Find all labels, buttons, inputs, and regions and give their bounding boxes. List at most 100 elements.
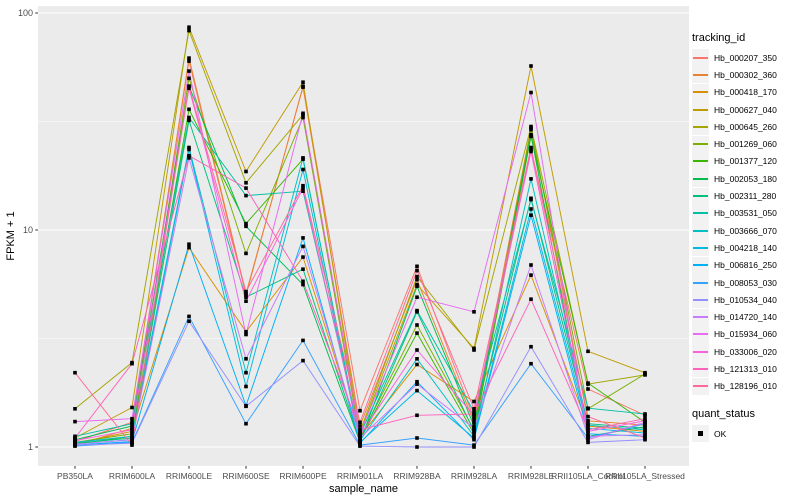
data-point	[415, 277, 419, 282]
data-point	[472, 424, 476, 428]
data-point	[586, 432, 590, 436]
data-point	[130, 437, 134, 442]
data-point	[358, 436, 362, 440]
legend-label: Hb_000645_260	[714, 121, 777, 132]
data-point	[643, 372, 647, 376]
legend-label: Hb_128196_010	[714, 381, 777, 392]
series-line-key-icon	[692, 66, 709, 84]
x-tick-label: RRIM928LE	[508, 471, 555, 481]
data-point	[529, 273, 533, 277]
data-point	[187, 245, 191, 250]
data-point	[244, 404, 248, 409]
data-point	[472, 399, 476, 404]
data-point	[73, 436, 77, 440]
legend-item: Hb_001377_120	[692, 152, 800, 170]
data-point	[586, 387, 590, 391]
series-line-key-icon	[692, 135, 709, 153]
plot-panel	[38, 6, 689, 466]
data-point	[301, 111, 305, 116]
data-point	[73, 407, 77, 411]
data-point	[301, 255, 305, 259]
data-point	[301, 236, 305, 240]
data-point	[586, 428, 590, 432]
legend-item: Hb_003531_050	[692, 204, 800, 222]
data-point	[301, 244, 305, 249]
data-point	[187, 76, 191, 81]
data-point	[415, 413, 419, 418]
data-point	[529, 132, 533, 137]
data-point	[301, 189, 305, 193]
data-point	[415, 274, 419, 279]
data-point	[130, 416, 134, 421]
data-point	[301, 279, 305, 284]
data-point	[301, 80, 305, 84]
data-point	[472, 420, 476, 425]
data-point	[415, 264, 419, 269]
data-point	[73, 442, 77, 446]
series-line-key-icon	[692, 377, 709, 395]
data-point	[472, 416, 476, 421]
data-point	[529, 90, 533, 95]
data-point	[187, 118, 191, 123]
legend-item: Hb_014720_140	[692, 308, 800, 326]
data-point	[187, 69, 191, 73]
data-point	[301, 358, 305, 363]
data-point	[415, 362, 419, 367]
data-point	[415, 382, 419, 386]
legend-item: Hb_002053_180	[692, 170, 800, 188]
data-point	[244, 251, 248, 256]
legend-label: Hb_008053_030	[714, 277, 777, 288]
data-point	[358, 424, 362, 428]
legend-item: Hb_006816_250	[692, 256, 800, 274]
data-point	[244, 186, 248, 190]
data-point	[244, 357, 248, 361]
data-point	[301, 115, 305, 120]
legend-label: Hb_121313_010	[714, 363, 777, 374]
data-point	[187, 107, 191, 112]
series-line-key-icon	[692, 239, 709, 257]
x-tick-label: RRIM600SE	[222, 471, 270, 481]
series-line-key-icon	[692, 118, 709, 136]
data-point	[73, 438, 77, 443]
y-axis-title: FPKM + 1	[5, 211, 17, 261]
data-point	[73, 370, 77, 375]
x-tick-label: RRIM928BA	[393, 471, 441, 481]
data-point	[187, 56, 191, 60]
series-line-key-icon	[692, 308, 709, 326]
legend-label: Hb_004218_140	[714, 242, 777, 253]
data-point	[301, 186, 305, 190]
data-point	[472, 429, 476, 434]
x-axis-title: sample_name	[328, 483, 399, 495]
y-tick-label: 1	[28, 442, 33, 452]
legend-title-tracking-id: tracking_id	[692, 32, 746, 44]
data-point	[187, 59, 191, 63]
data-point	[529, 263, 533, 267]
data-point	[130, 432, 134, 436]
series-line-key-icon	[692, 83, 709, 101]
data-point	[529, 361, 533, 366]
data-point	[472, 407, 476, 411]
data-point	[130, 405, 134, 410]
data-point	[358, 428, 362, 432]
data-point	[187, 25, 191, 29]
legend-label: Hb_003666_070	[714, 225, 777, 236]
legend-label: Hb_002053_180	[714, 173, 777, 184]
data-point	[586, 381, 590, 385]
legend-item: Hb_003666_070	[692, 222, 800, 240]
data-point	[244, 291, 248, 296]
data-point	[358, 431, 362, 435]
series-line-key-icon	[692, 170, 709, 188]
x-tick-label: RRIM928LA	[451, 471, 498, 481]
data-point	[529, 149, 533, 154]
data-point	[586, 440, 590, 445]
data-point	[187, 242, 191, 246]
y-tick-label: 100	[18, 8, 33, 18]
legend-item-ok: OK	[692, 425, 800, 443]
data-point	[244, 332, 248, 337]
data-point	[130, 443, 134, 447]
data-point	[529, 64, 533, 68]
x-tick-label: PB350LA	[57, 471, 93, 481]
legend-label: Hb_003531_050	[714, 208, 777, 219]
series-line-key-icon	[692, 222, 709, 240]
